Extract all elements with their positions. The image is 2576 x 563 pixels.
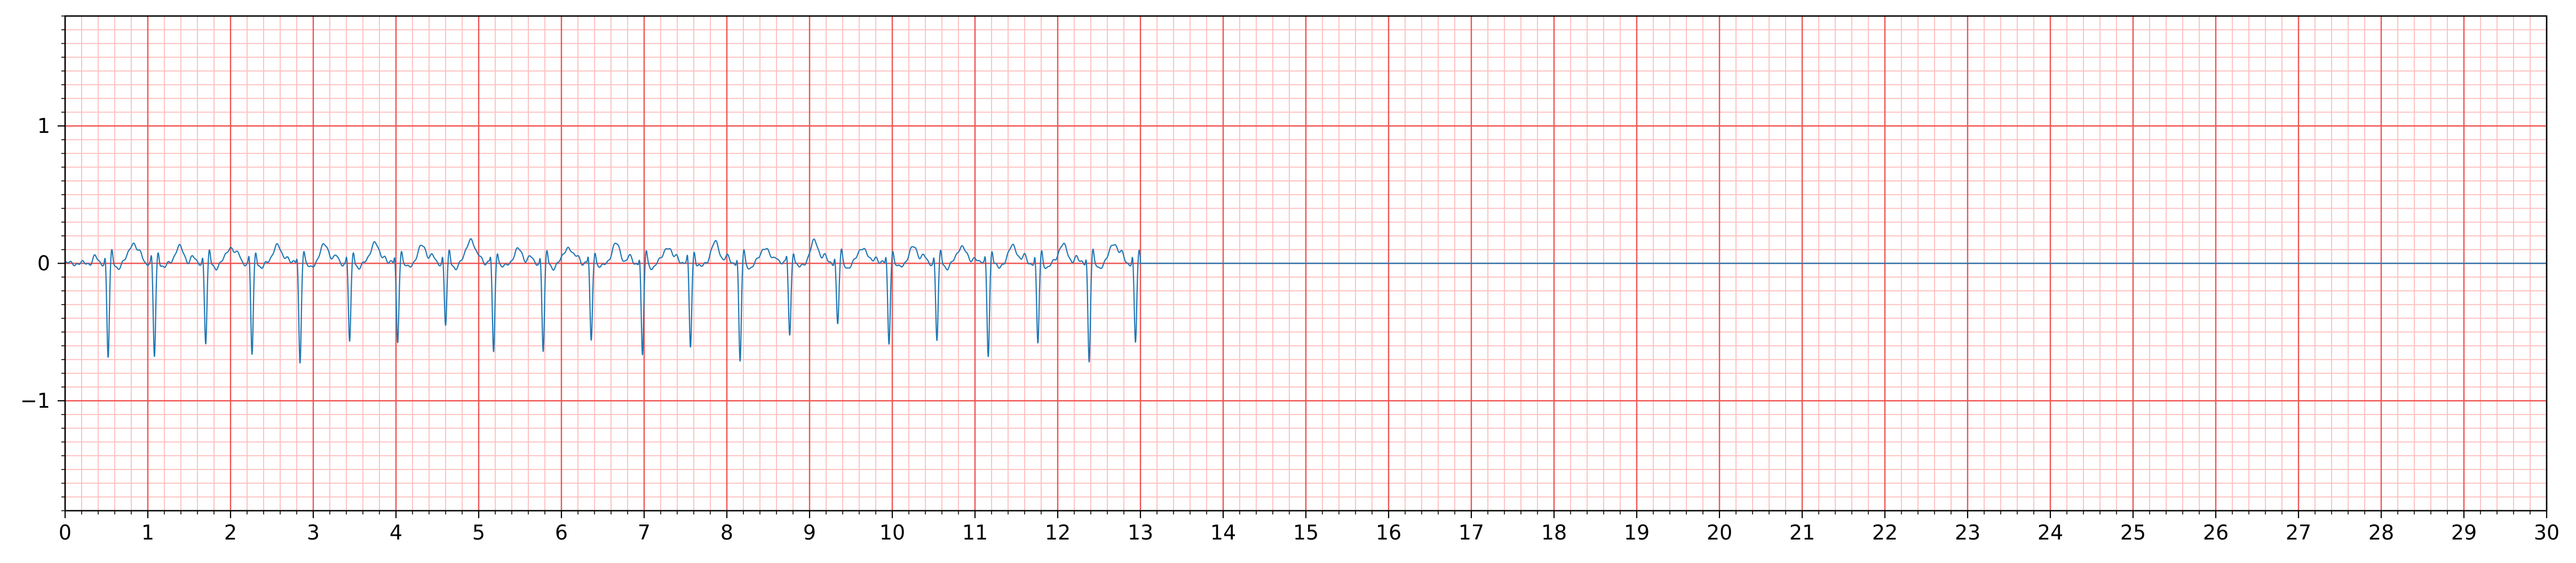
x-tick-label: 26 [2203, 521, 2229, 544]
x-tick-label: 23 [1955, 521, 1980, 544]
x-tick-label: 1 [141, 521, 154, 544]
x-tick-label: 14 [1210, 521, 1236, 544]
ticks [58, 15, 2548, 518]
x-tick-label: 7 [638, 521, 651, 544]
x-tick-label: 24 [2038, 521, 2063, 544]
y-tick-label: −1 [20, 389, 50, 413]
x-tick-label: 27 [2286, 521, 2311, 544]
x-tick-label: 12 [1045, 521, 1071, 544]
x-tick-label: 6 [555, 521, 568, 544]
y-tick-label: 0 [37, 252, 50, 275]
x-tick-label: 28 [2368, 521, 2394, 544]
x-tick-label: 29 [2451, 521, 2477, 544]
x-tick-label: 16 [1376, 521, 1401, 544]
x-tick-label: 9 [803, 521, 816, 544]
x-tick-label: 18 [1541, 521, 1567, 544]
x-tick-label: 30 [2534, 521, 2559, 544]
x-tick-label: 21 [1789, 521, 1815, 544]
y-tick-label: 1 [37, 114, 50, 138]
ecg-series [65, 238, 2547, 364]
x-tick-label: 22 [1872, 521, 1898, 544]
tick-labels: 0 1 2 3 4 5 6 7 8 9 10 11 12 13 14 15 16 17 18 19 20 21 22 23 24… [20, 114, 2559, 544]
x-tick-label: 20 [1707, 521, 1732, 544]
x-tick-label: 25 [2120, 521, 2146, 544]
x-tick-label: 19 [1624, 521, 1650, 544]
x-tick-label: 11 [962, 521, 988, 544]
ecg-signal-line [65, 238, 1142, 364]
x-tick-label: 0 [59, 521, 72, 544]
x-tick-label: 2 [224, 521, 237, 544]
x-tick-label: 3 [307, 521, 320, 544]
x-tick-label: 13 [1128, 521, 1153, 544]
x-tick-label: 10 [879, 521, 905, 544]
x-tick-label: 8 [720, 521, 733, 544]
x-tick-label: 15 [1293, 521, 1319, 544]
x-tick-label: 5 [472, 521, 485, 544]
x-tick-label: 4 [390, 521, 402, 544]
x-tick-label: 17 [1459, 521, 1484, 544]
